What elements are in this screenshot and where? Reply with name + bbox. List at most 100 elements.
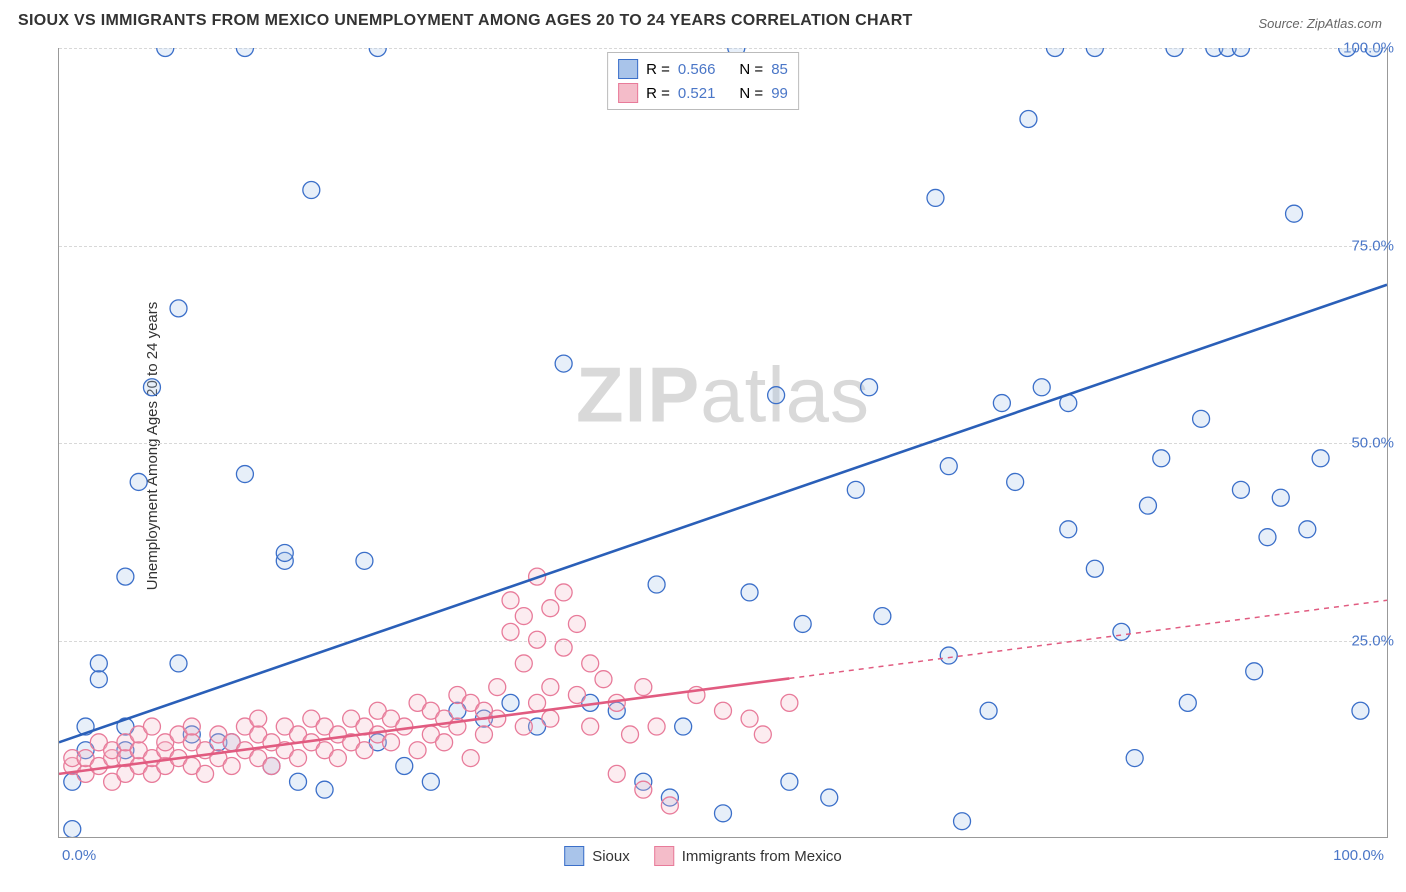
data-point [475, 726, 492, 743]
data-point [1352, 702, 1369, 719]
data-point [130, 473, 147, 490]
data-point [1126, 750, 1143, 767]
data-point [529, 694, 546, 711]
r-value-mexico: 0.521 [678, 85, 716, 102]
legend-series: Sioux Immigrants from Mexico [564, 846, 842, 866]
data-point [980, 702, 997, 719]
data-point [422, 773, 439, 790]
data-point [940, 647, 957, 664]
data-point [383, 734, 400, 751]
legend-label-sioux: Sioux [592, 848, 630, 865]
data-point [329, 750, 346, 767]
data-point [276, 544, 293, 561]
n-value-mexico: 99 [771, 85, 788, 102]
data-point [515, 608, 532, 625]
data-point [1086, 560, 1103, 577]
data-point [1299, 521, 1316, 538]
data-point [409, 742, 426, 759]
data-point [754, 726, 771, 743]
data-point [648, 718, 665, 735]
data-point [502, 694, 519, 711]
swatch-sioux [618, 59, 638, 79]
swatch-mexico [618, 83, 638, 103]
data-point [396, 718, 413, 735]
data-point [356, 742, 373, 759]
data-point [183, 718, 200, 735]
data-point [1153, 450, 1170, 467]
data-point [582, 655, 599, 672]
data-point [369, 48, 386, 56]
data-point [1047, 48, 1064, 56]
data-point [1193, 410, 1210, 427]
data-point [821, 789, 838, 806]
chart-svg [59, 48, 1387, 837]
data-point [436, 734, 453, 751]
data-point [582, 718, 599, 735]
data-point [568, 686, 585, 703]
data-point [250, 710, 267, 727]
data-point [1086, 48, 1103, 56]
data-point [568, 615, 585, 632]
data-point [954, 813, 971, 830]
data-point [143, 379, 160, 396]
data-point [715, 702, 732, 719]
data-point [90, 671, 107, 688]
data-point [515, 655, 532, 672]
data-point [940, 458, 957, 475]
data-point [1246, 663, 1263, 680]
legend-stats-box: R = 0.566 N = 85 R = 0.521 N = 99 [607, 52, 799, 110]
data-point [316, 781, 333, 798]
data-point [263, 758, 280, 775]
data-point [555, 639, 572, 656]
data-point [741, 584, 758, 601]
swatch-sioux-bottom [564, 846, 584, 866]
data-point [661, 797, 678, 814]
data-point [635, 679, 652, 696]
data-point [1007, 473, 1024, 490]
data-point [1166, 48, 1183, 56]
data-point [1060, 521, 1077, 538]
data-point [715, 805, 732, 822]
data-point [595, 671, 612, 688]
n-label: N = [739, 85, 763, 102]
x-tick-0: 0.0% [62, 847, 96, 864]
legend-stats-row-sioux: R = 0.566 N = 85 [618, 57, 788, 81]
plot-area: ZIPatlas [58, 48, 1388, 838]
data-point [117, 568, 134, 585]
chart-title: SIOUX VS IMMIGRANTS FROM MEXICO UNEMPLOY… [18, 12, 913, 30]
n-label: N = [739, 61, 763, 78]
source-prefix: Source: [1258, 16, 1306, 31]
data-point [236, 48, 253, 56]
data-point [197, 765, 214, 782]
data-point [542, 710, 559, 727]
data-point [462, 750, 479, 767]
data-point [143, 718, 160, 735]
data-point [1365, 48, 1382, 56]
data-point [290, 773, 307, 790]
data-point [768, 387, 785, 404]
data-point [236, 466, 253, 483]
data-point [635, 781, 652, 798]
source-attribution: Source: ZipAtlas.com [1258, 16, 1382, 31]
legend-stats-row-mexico: R = 0.521 N = 99 [618, 81, 788, 105]
data-point [1312, 450, 1329, 467]
data-point [64, 821, 81, 837]
data-point [515, 718, 532, 735]
n-value-sioux: 85 [771, 61, 788, 78]
data-point [90, 655, 107, 672]
data-point [1259, 529, 1276, 546]
data-point [1020, 111, 1037, 128]
swatch-mexico-bottom [654, 846, 674, 866]
x-tick-100: 100.0% [1333, 847, 1384, 864]
data-point [223, 758, 240, 775]
legend-item-sioux: Sioux [564, 846, 630, 866]
data-point [1339, 48, 1356, 56]
legend-label-mexico: Immigrants from Mexico [682, 848, 842, 865]
trend-line [59, 285, 1387, 743]
source-name: ZipAtlas.com [1307, 16, 1382, 31]
data-point [993, 395, 1010, 412]
data-point [170, 655, 187, 672]
r-label: R = [646, 61, 670, 78]
data-point [502, 592, 519, 609]
data-point [1232, 481, 1249, 498]
